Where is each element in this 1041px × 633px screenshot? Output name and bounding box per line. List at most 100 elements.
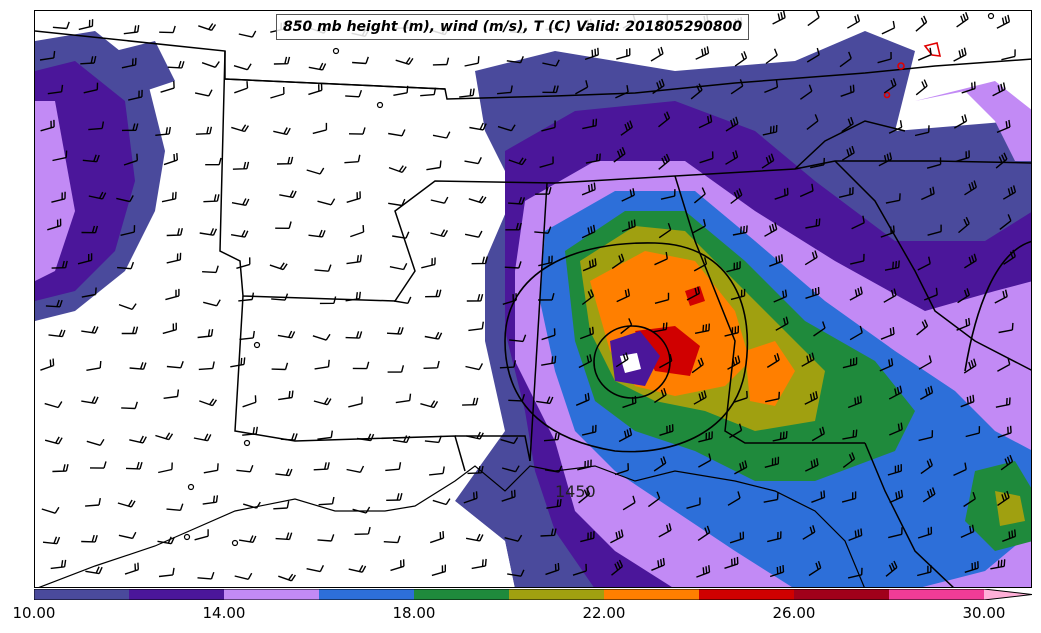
wind-barb (915, 79, 928, 96)
wind-barb (509, 334, 527, 343)
wind-barb (201, 61, 220, 68)
wind-barb (841, 491, 857, 503)
colorbar-outline (34, 589, 1032, 600)
wind-barb (622, 395, 637, 409)
wind-barb (888, 385, 903, 400)
wind-barb (543, 432, 560, 442)
wind-barb (194, 529, 209, 541)
wind-barb (764, 456, 780, 468)
wind-barb (352, 361, 370, 370)
wind-barb (395, 57, 414, 65)
wind-barb (578, 487, 591, 504)
wind-barb (314, 359, 330, 370)
wind-barb (535, 187, 552, 195)
wind-barb (541, 120, 556, 132)
wind-barb (386, 493, 403, 501)
wind-barb (121, 123, 139, 132)
wind-barb (805, 286, 820, 299)
wind-barb (88, 191, 107, 200)
wind-barb (313, 397, 332, 406)
wind-barb (581, 289, 595, 306)
wind-barb (999, 214, 1012, 230)
wind-barb (385, 462, 402, 472)
wind-barb (306, 564, 325, 573)
wind-barb (846, 14, 861, 29)
map-panel: 1450 (34, 10, 1032, 588)
wind-barb (273, 127, 291, 136)
wind-barb (696, 565, 711, 578)
colorbar-bin (129, 589, 225, 600)
contour-label: 1450 (555, 482, 596, 501)
colorbar-tick-label: 26.00 (772, 604, 816, 622)
wind-barb (849, 325, 863, 341)
wind-barb (726, 261, 741, 273)
wind-barb (838, 187, 854, 198)
wind-barb (729, 531, 745, 544)
wind-barb (733, 390, 748, 403)
wind-barb (575, 80, 589, 95)
colorbar-bin (604, 589, 700, 600)
wind-barb (964, 561, 979, 573)
wind-barb (128, 89, 143, 101)
wind-barb (238, 30, 257, 38)
colorbar-tick-label: 18.00 (392, 604, 436, 622)
wind-barb (1003, 249, 1016, 265)
wind-barb (545, 562, 560, 576)
wind-barb (85, 497, 101, 507)
wind-barb (319, 296, 337, 305)
wind-barb (421, 257, 436, 269)
wind-barb (729, 423, 743, 439)
wind-barb (888, 120, 903, 134)
wind-barb (465, 533, 484, 542)
wind-barb (424, 331, 443, 340)
wind-barb (89, 461, 107, 469)
wind-barb (889, 489, 904, 504)
wind-barb (658, 523, 672, 538)
wind-barb (387, 365, 405, 373)
wind-barb (165, 288, 180, 301)
wind-barb (48, 329, 66, 338)
wind-barb (584, 47, 599, 61)
wind-barb (306, 167, 325, 175)
wind-barb (390, 559, 405, 572)
wind-barb (81, 325, 99, 334)
wind-barb (578, 354, 593, 369)
wind-barb (580, 531, 595, 543)
wind-barb (772, 431, 788, 442)
colorbar (34, 589, 1032, 600)
wind-barb (766, 353, 780, 368)
wind-barb (964, 253, 977, 269)
colorbar-bin (224, 589, 320, 600)
wind-barb (238, 292, 255, 302)
wind-barb (81, 225, 99, 234)
wind-barb (767, 531, 782, 543)
colorbar-tick-label: 10.00 (12, 604, 56, 622)
wind-barb (497, 124, 516, 132)
wind-barb (86, 438, 105, 446)
wind-barb (231, 124, 249, 133)
wind-fill-west (35, 31, 175, 321)
wind-barb (312, 122, 328, 135)
wind-barb (123, 153, 138, 166)
wind-barb (773, 289, 788, 303)
wind-barb (652, 322, 668, 333)
wind-barb (346, 191, 361, 203)
wind-barb (877, 51, 892, 64)
wind-barb (806, 47, 820, 63)
wind-barb (926, 157, 942, 169)
wind-barb (915, 15, 928, 32)
wind-barb (383, 535, 401, 544)
wind-barb (466, 294, 484, 302)
wind-barb (918, 355, 932, 370)
wind-barb (577, 459, 592, 471)
wind-barb (121, 57, 137, 69)
wind-barb (813, 321, 826, 337)
wind-barb (961, 81, 976, 94)
wind-barb (270, 86, 285, 99)
wind-barb (471, 256, 488, 265)
wind-barb (233, 63, 252, 71)
wind-barb (508, 157, 527, 166)
wind-barb (923, 287, 938, 301)
wind-barb (955, 150, 970, 163)
wind-barb (581, 224, 596, 239)
